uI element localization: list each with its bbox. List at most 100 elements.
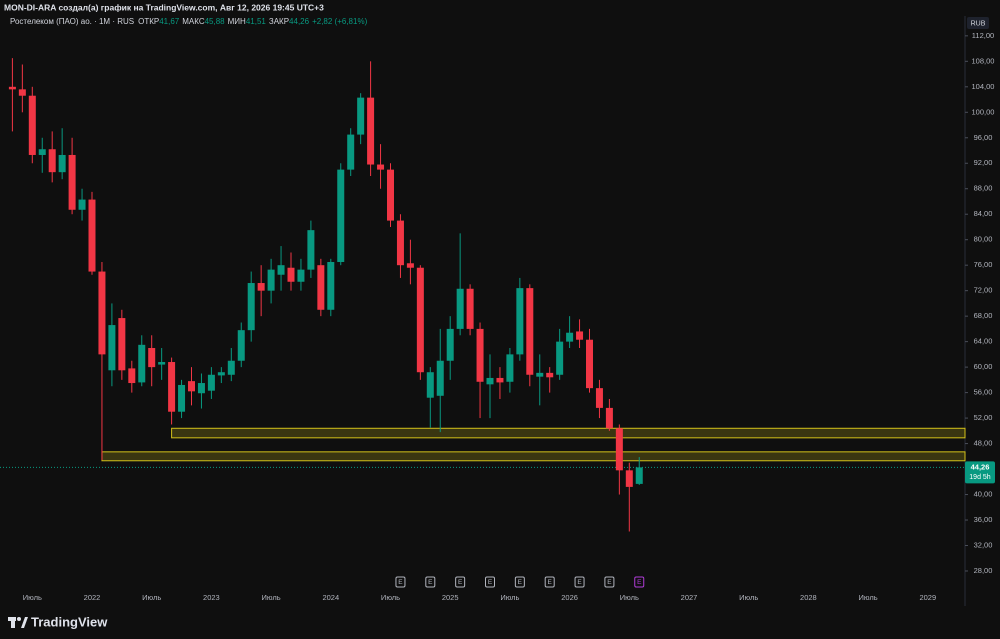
y-tick-label: 104,00 xyxy=(972,82,995,91)
y-tick-label: 68,00 xyxy=(974,311,993,320)
candle-body xyxy=(486,377,494,385)
x-tick-label: 2023 xyxy=(203,593,220,602)
earnings-marker xyxy=(485,576,495,588)
y-tick-label: 40,00 xyxy=(974,490,993,499)
earnings-label: E xyxy=(428,579,433,586)
zone xyxy=(171,427,966,439)
y-tick-label: 112,00 xyxy=(972,31,994,40)
candle-body xyxy=(168,362,176,412)
y-tick-label: 48,00 xyxy=(974,439,993,448)
earnings-marker xyxy=(574,576,585,588)
earnings-marker xyxy=(395,576,406,588)
legend-item-name: ОТКР xyxy=(138,17,159,26)
candle-body xyxy=(237,330,245,361)
brand: TradingView xyxy=(31,614,108,629)
x-tick-label: 2024 xyxy=(322,593,339,602)
candle-body xyxy=(28,95,36,155)
candle-body xyxy=(595,388,603,408)
earnings-label: E xyxy=(488,579,493,586)
candle-body xyxy=(456,288,464,329)
legend-item-name: ЗАКР xyxy=(269,17,289,26)
candle-body xyxy=(267,269,275,291)
candle-body xyxy=(98,271,106,355)
y-tick-label: 56,00 xyxy=(974,388,993,397)
candle-body xyxy=(605,407,613,429)
earnings-marker xyxy=(604,576,615,588)
x-tick-label: 2027 xyxy=(681,593,698,602)
candle-body xyxy=(556,341,564,375)
x-tick-label: 2029 xyxy=(919,593,936,602)
candle-body xyxy=(188,381,195,392)
candle-body xyxy=(68,154,76,210)
legend: Ростелеком (ПАО) ао. · 1M · RUS ОТКР41,67… xyxy=(10,17,368,26)
y-tick-label: 64,00 xyxy=(974,337,993,346)
earnings-label: E xyxy=(458,579,463,586)
currency-badge xyxy=(967,17,989,29)
legend-item-value: 41,51 xyxy=(246,17,267,26)
candle-body xyxy=(536,372,544,377)
candle-body xyxy=(506,354,514,382)
candle-body xyxy=(48,149,56,173)
x-tick-label: Июль xyxy=(262,593,281,602)
x-tick-label: Июль xyxy=(859,593,878,602)
x-tick-label: Июль xyxy=(142,593,161,602)
candle-body xyxy=(347,134,355,170)
candle-body xyxy=(178,384,186,412)
candle-body xyxy=(625,470,633,487)
candle-body xyxy=(476,328,484,382)
zone xyxy=(101,451,966,462)
candle-body xyxy=(635,467,643,484)
y-tick-label: 80,00 xyxy=(974,235,993,244)
candle-body xyxy=(337,169,345,263)
candle-body xyxy=(58,154,66,173)
currency: RUB xyxy=(971,20,986,27)
y-tick-label: 76,00 xyxy=(974,260,993,269)
candle-body xyxy=(426,372,434,398)
candle-body xyxy=(207,374,215,391)
y-tick-label: 92,00 xyxy=(974,158,993,167)
legend-item-value: 41,67 xyxy=(159,17,180,26)
earnings-marker xyxy=(514,576,525,588)
earnings-label: E xyxy=(518,579,523,586)
y-tick-label: 36,00 xyxy=(974,515,993,524)
candle-body xyxy=(586,339,593,389)
candle-body xyxy=(217,372,225,376)
y-tick-label: 84,00 xyxy=(974,209,993,218)
earnings-marker xyxy=(544,576,555,588)
x-tick-label: Июль xyxy=(500,593,519,602)
last-price-label: 44,26 xyxy=(971,462,990,471)
y-tick-label: 60,00 xyxy=(974,362,993,371)
legend-item-name: МАКС xyxy=(182,17,205,26)
candle-body xyxy=(118,318,126,371)
y-tick-label: 108,00 xyxy=(972,56,995,65)
x-tick-label: 2025 xyxy=(442,593,459,602)
candle-body xyxy=(367,97,375,165)
candle-body xyxy=(197,383,205,394)
x-tick-label: 2028 xyxy=(800,593,817,602)
candle-body xyxy=(466,288,474,329)
earnings-label: E xyxy=(548,579,553,586)
y-tick-label: 96,00 xyxy=(974,133,993,142)
candle-body xyxy=(446,328,454,361)
earnings-label: E xyxy=(607,579,612,586)
candle-body xyxy=(516,288,524,355)
candle-body xyxy=(277,265,285,275)
candle-body xyxy=(38,149,46,155)
candle-body xyxy=(158,362,166,365)
candle-body xyxy=(78,199,86,210)
candle-body xyxy=(8,86,16,90)
candle-body xyxy=(406,263,414,268)
countdown: 19d 5h xyxy=(969,474,991,481)
candle-body xyxy=(247,283,255,331)
candle-body xyxy=(357,97,365,135)
brand-logo xyxy=(8,617,28,628)
x-tick-label: Июль xyxy=(23,593,42,602)
x-tick-label: Июль xyxy=(381,593,400,602)
candle-body xyxy=(546,372,554,378)
y-tick-label: 32,00 xyxy=(974,540,993,549)
x-tick-label: 2026 xyxy=(561,593,578,602)
candle-body xyxy=(526,288,534,375)
y-tick-label: 28,00 xyxy=(974,566,993,575)
